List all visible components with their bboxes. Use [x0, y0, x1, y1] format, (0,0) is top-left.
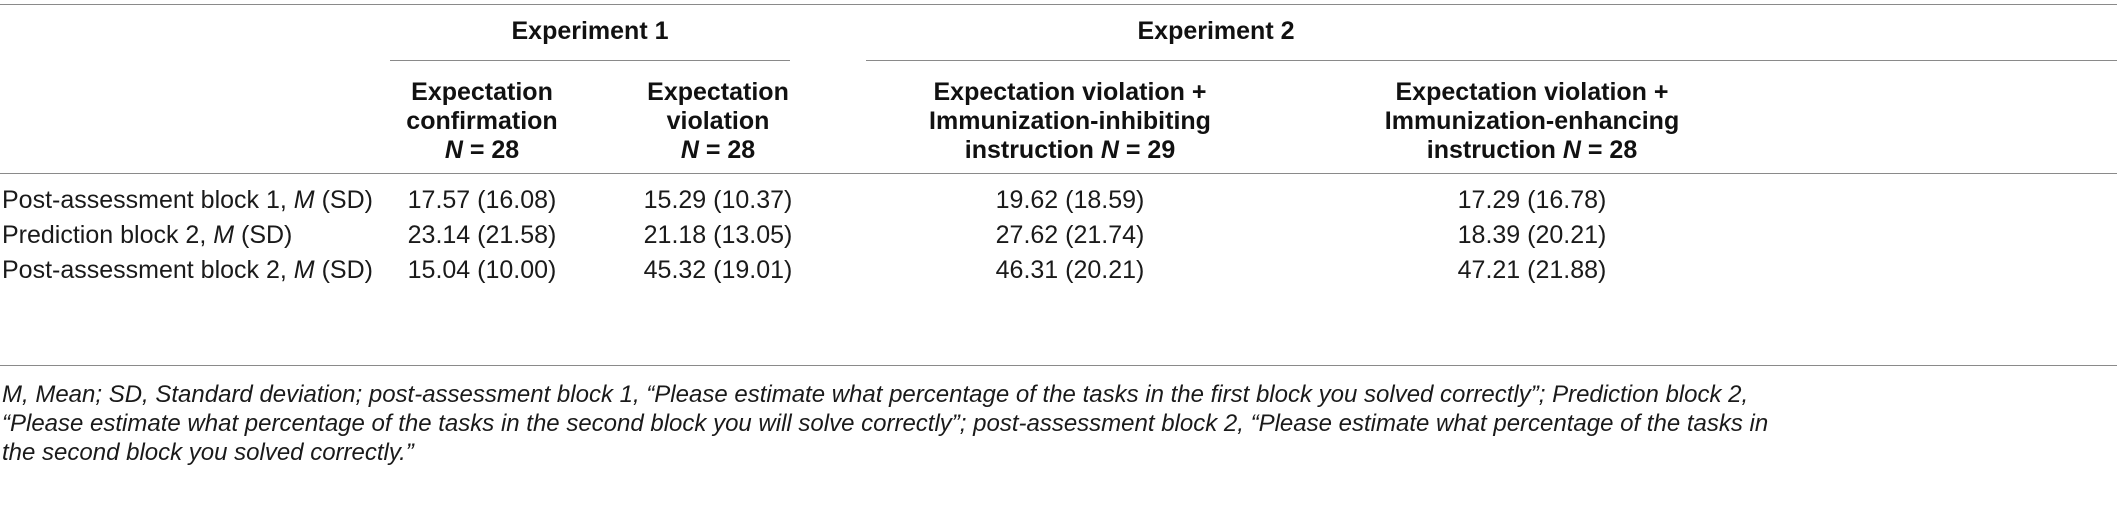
row-label-text: Prediction block 2,	[2, 221, 214, 249]
column-header-line: Immunization-enhancing	[1384, 107, 1680, 135]
table-cell: 17.57 (16.08)	[407, 186, 557, 214]
table-cell: 19.62 (18.59)	[995, 186, 1145, 214]
n-symbol: N	[1100, 136, 1119, 164]
experiment-2-underline	[866, 60, 2117, 61]
footnote-line: M, Mean; SD, Standard deviation; post-as…	[2, 381, 1749, 408]
column-header-immunization-inhibiting: Expectation violation + Immunization-inh…	[870, 78, 1270, 165]
table-cell: 18.39 (20.21)	[1457, 221, 1607, 249]
column-header-immunization-enhancing: Expectation violation + Immunization-enh…	[1207, 78, 1857, 165]
footnote-line: “Please estimate what percentage of the …	[2, 410, 1769, 437]
column-header-expectation-violation: Expectation violation N = 28	[608, 78, 828, 165]
n-symbol: N	[444, 136, 463, 164]
column-header-expectation-confirmation: Expectation confirmation N = 28	[372, 78, 592, 165]
column-header-line: Expectation	[647, 78, 789, 106]
column-header-n: N = 28	[608, 136, 828, 165]
row-label-text: (SD)	[314, 256, 373, 284]
table-cell: 45.32 (19.01)	[643, 256, 793, 284]
mean-symbol: M	[213, 221, 235, 249]
group-header-experiment-2: Experiment 2	[1137, 17, 1295, 45]
table-cell: 15.29 (10.37)	[643, 186, 793, 214]
row-label-text: (SD)	[234, 221, 293, 249]
table-top-rule	[0, 4, 2117, 5]
table-cell: 21.18 (13.05)	[643, 221, 793, 249]
table-footnote: M, Mean; SD, Standard deviation; post-as…	[2, 380, 2110, 467]
header-bottom-rule	[0, 173, 2117, 174]
column-header-n: instruction N = 28	[1207, 136, 1857, 165]
n-symbol: N	[1562, 136, 1581, 164]
table-cell: 17.29 (16.78)	[1457, 186, 1607, 214]
column-header-line: Expectation violation +	[1395, 78, 1669, 106]
column-header-n: N = 28	[372, 136, 592, 165]
column-header-line: confirmation	[406, 107, 558, 135]
table-bottom-rule	[0, 365, 2117, 366]
row-label-text: Post-assessment block 1,	[2, 186, 294, 214]
table-cell: 27.62 (21.74)	[995, 221, 1145, 249]
row-label-post-assessment-block-1: Post-assessment block 1, M (SD)	[2, 186, 373, 215]
experiment-1-underline	[390, 60, 790, 61]
table-cell: 47.21 (21.88)	[1457, 256, 1607, 284]
table-cell: 23.14 (21.58)	[407, 221, 557, 249]
n-value: = 29	[1118, 136, 1176, 164]
row-label-text: Post-assessment block 2,	[2, 256, 294, 284]
column-header-n: instruction N = 29	[870, 136, 1270, 165]
column-header-line: Immunization-inhibiting	[929, 107, 1211, 135]
n-value: = 28	[698, 136, 756, 164]
table-cell: 46.31 (20.21)	[995, 256, 1145, 284]
column-header-line: Expectation violation +	[933, 78, 1207, 106]
footnote-line: the second block you solved correctly.”	[2, 439, 414, 466]
mean-symbol: M	[293, 186, 315, 214]
n-value: = 28	[462, 136, 520, 164]
column-header-line: instruction	[1426, 136, 1563, 164]
column-header-line: violation	[666, 107, 770, 135]
group-header-experiment-1: Experiment 1	[511, 17, 669, 45]
column-header-line: Expectation	[411, 78, 553, 106]
n-symbol: N	[680, 136, 699, 164]
n-value: = 28	[1580, 136, 1638, 164]
row-label-prediction-block-2: Prediction block 2, M (SD)	[2, 221, 292, 250]
row-label-text: (SD)	[314, 186, 373, 214]
mean-symbol: M	[293, 256, 315, 284]
table-cell: 15.04 (10.00)	[407, 256, 557, 284]
row-label-post-assessment-block-2: Post-assessment block 2, M (SD)	[2, 256, 373, 285]
column-header-line: instruction	[964, 136, 1101, 164]
